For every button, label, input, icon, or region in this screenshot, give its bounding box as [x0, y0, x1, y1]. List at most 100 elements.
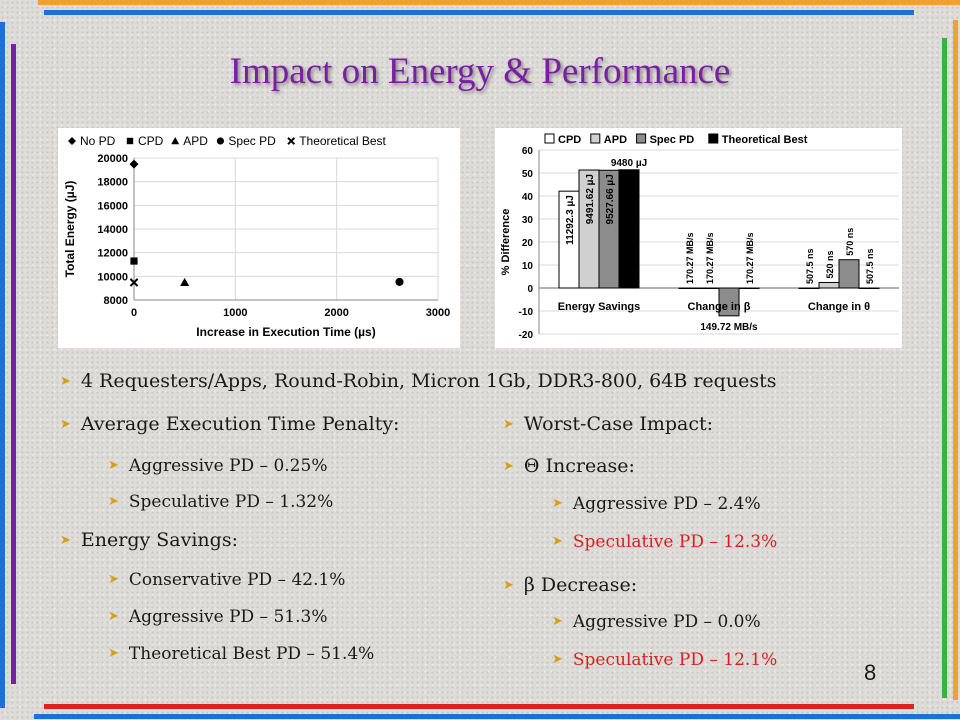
scatter-legend-marker	[287, 137, 296, 145]
bar-data-label: 507.5 ns	[865, 248, 875, 284]
arrow-icon: ➤	[108, 609, 119, 624]
frame-top-orange	[38, 0, 960, 5]
bar-data-label: 570 ns	[845, 228, 855, 256]
bar-ytick-label: 20	[522, 238, 534, 249]
bar-ytick-label: 50	[522, 169, 534, 180]
arrow-icon: ➤	[503, 459, 514, 474]
bar-data-label: 11292.3 µJ	[565, 195, 576, 245]
sub-penalty-speculative: ➤ Speculative PD – 1.32%	[108, 492, 334, 512]
scatter-legend-marker	[126, 137, 134, 145]
arrow-icon: ➤	[552, 534, 563, 549]
sub-beta-aggressive: ➤ Aggressive PD – 0.0%	[552, 612, 761, 632]
sub-energy-aggressive: ➤ Aggressive PD – 51.3%	[108, 607, 328, 627]
sub-penalty-aggressive: ➤ Aggressive PD – 0.25%	[108, 456, 328, 476]
bar-legend-label: Theoretical Best	[722, 134, 808, 146]
bar-ytick-label: 10	[522, 261, 534, 272]
bar-data-label: 520 ns	[825, 250, 835, 278]
bar-ytick-label: 60	[522, 146, 534, 157]
scatter-xtick-label: 1000	[223, 307, 247, 319]
scatter-point	[129, 278, 139, 287]
frame-right-green	[942, 38, 947, 698]
bar-data-label: 170.27 MB/s	[705, 232, 715, 284]
scatter-xtick-label: 2000	[324, 307, 348, 319]
bar-legend-swatch	[636, 133, 647, 144]
arrow-icon: ➤	[108, 646, 119, 661]
bar-ytick-label: -20	[519, 330, 534, 341]
bar-data-label: 149.72 MB/s	[700, 322, 758, 333]
page-number: 8	[864, 660, 877, 685]
scatter-chart-svg: 8000 10000 12000 14000 16000 18000 20000 0 1000 2…	[63, 134, 450, 339]
bar-chart-svg: -20 -10 0 10 20 30 40 50 60 % Difference CPD APD Spe…	[500, 133, 899, 341]
bar-legend-label: APD	[604, 134, 627, 146]
bar-legend-swatch	[590, 133, 601, 144]
bar-ytick-label: 40	[522, 192, 534, 203]
bar-rect	[738, 287, 760, 289]
bar-data-label: 9480 µJ	[611, 158, 647, 169]
scatter-chart: 8000 10000 12000 14000 16000 18000 20000 0 1000 2…	[58, 128, 460, 348]
bar-legend-swatch	[544, 133, 555, 144]
bar-data-label: 507.5 ns	[805, 248, 815, 284]
scatter-ytick-label: 20000	[97, 153, 128, 165]
bar-data-label: 170.27 MB/s	[685, 232, 695, 284]
bar-rect	[618, 169, 640, 289]
sub-beta-speculative: ➤ Speculative PD – 12.1%	[552, 650, 778, 670]
scatter-xtick-label: 3000	[426, 307, 450, 319]
scatter-point	[180, 277, 190, 286]
bar-ylabel: % Difference	[500, 209, 512, 276]
bar-rect	[818, 281, 840, 289]
scatter-ytick-label: 12000	[97, 248, 128, 260]
scatter-point	[130, 257, 138, 265]
scatter-xlabel: Increase in Execution Time (µs)	[196, 325, 375, 339]
frame-top-blue	[44, 10, 914, 15]
bar-data-label: 170.27 MB/s	[745, 232, 755, 284]
arrow-icon: ➤	[552, 496, 563, 511]
bar-legend-swatch	[708, 133, 719, 144]
scatter-legend-label: Theoretical Best	[299, 134, 386, 148]
bullet-energy: ➤ Energy Savings:	[60, 529, 238, 551]
bar-rect	[678, 287, 700, 289]
arrow-icon: ➤	[60, 374, 71, 389]
scatter-legend-label: CPD	[138, 134, 164, 148]
bar-legend-label: CPD	[558, 134, 581, 146]
bar-rect	[838, 259, 860, 289]
bar-category-label: Change in β	[688, 301, 751, 313]
arrow-icon: ➤	[60, 533, 71, 548]
frame-bottom-red	[44, 704, 914, 709]
bar-rect	[858, 287, 880, 289]
scatter-legend-label: Spec PD	[228, 134, 276, 148]
sub-energy-conservative: ➤ Conservative PD – 42.1%	[108, 570, 346, 590]
frame-left-blue	[0, 22, 5, 708]
arrow-icon: ➤	[552, 652, 563, 667]
scatter-point	[129, 159, 139, 169]
bar-ytick-label: 0	[527, 284, 533, 295]
scatter-ytick-label: 14000	[97, 224, 128, 236]
bullet-config: ➤ 4 Requesters/Apps, Round-Robin, Micron …	[60, 370, 777, 392]
scatter-legend-marker	[216, 137, 224, 145]
bar-ytick-label: 30	[522, 215, 534, 226]
arrow-icon: ➤	[60, 417, 71, 432]
bar-rect	[698, 287, 720, 289]
sub-theta-aggressive: ➤ Aggressive PD – 2.4%	[552, 494, 761, 514]
scatter-ytick-label: 10000	[97, 271, 128, 283]
sub-energy-theoretical: ➤ Theoretical Best PD – 51.4%	[108, 644, 375, 664]
slide-title: Impact on Energy & Performance	[229, 51, 731, 92]
scatter-xtick-label: 0	[131, 307, 137, 319]
bar-legend-label: Spec PD	[650, 134, 695, 146]
bar-category-label: Change in θ	[808, 301, 870, 313]
arrow-icon: ➤	[108, 494, 119, 509]
arrow-icon: ➤	[108, 572, 119, 587]
scatter-ytick-label: 16000	[97, 200, 128, 212]
bullet-beta: ➤ β Decrease:	[503, 574, 638, 596]
scatter-legend-marker	[171, 137, 180, 145]
bar-ytick-label: -10	[519, 307, 534, 318]
bar-rect	[798, 287, 820, 289]
frame-left-purple	[11, 44, 16, 684]
scatter-point	[395, 277, 404, 286]
arrow-icon: ➤	[503, 417, 514, 432]
bar-data-label: 9491.62 µJ	[585, 174, 596, 224]
scatter-legend-marker	[68, 137, 76, 145]
bullet-penalty: ➤ Average Execution Time Penalty:	[60, 413, 400, 435]
scatter-ytick-label: 18000	[97, 177, 128, 189]
bar-rect	[718, 287, 740, 317]
scatter-ytick-label: 8000	[104, 295, 128, 307]
